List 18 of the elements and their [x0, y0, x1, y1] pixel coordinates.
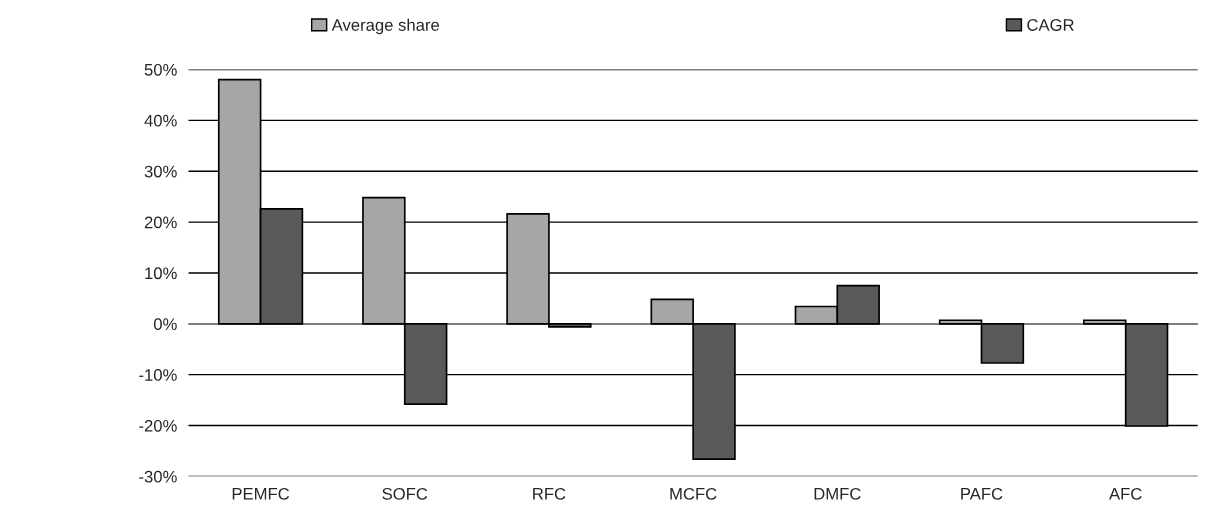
legend-label: Average share [331, 18, 440, 35]
y-tick-label: 0% [153, 318, 177, 331]
x-tick-label: MCFC [670, 487, 717, 500]
x-tick-label: PAFC [961, 487, 1003, 500]
x-tick-label: AFC [1109, 487, 1142, 500]
y-tick-label: 20% [144, 216, 177, 229]
x-tick-label: RFC [533, 487, 566, 500]
y-tick-label: 10% [145, 267, 177, 280]
y-tick-label: -30% [139, 470, 177, 483]
x-tick-label: PEMFC [232, 487, 290, 500]
x-tick-label: SOFC [382, 487, 428, 500]
y-tick-label: 30% [144, 165, 177, 178]
y-tick-label: -10% [139, 369, 177, 381]
x-tick-label: DMFC [814, 487, 861, 500]
y-tick-label: 50% [144, 63, 177, 76]
y-tick-label: 40% [144, 114, 177, 127]
legend-label: CAGR [1027, 19, 1074, 31]
y-tick-label: -20% [139, 419, 177, 432]
